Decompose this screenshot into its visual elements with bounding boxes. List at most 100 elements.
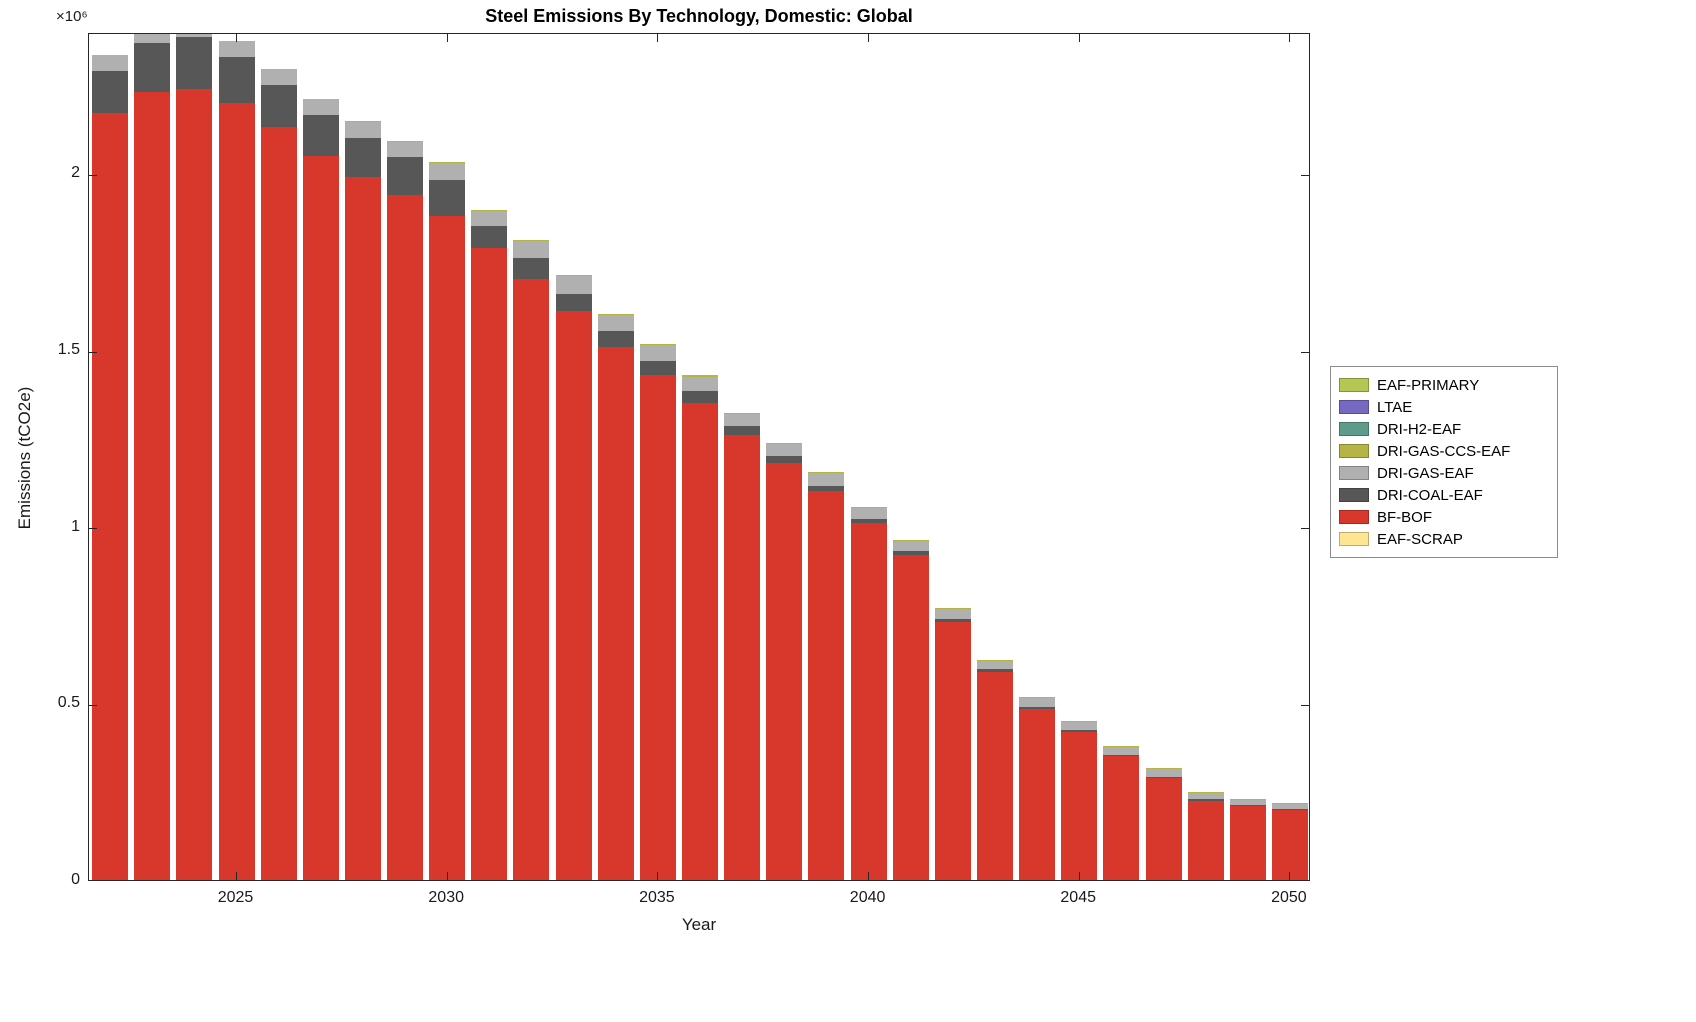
bar-segment-BF-BOF-2047	[1145, 777, 1182, 880]
bar-segment-BF-BOF-2037	[724, 434, 761, 880]
bar-segment-BF-BOF-2039	[808, 491, 845, 880]
bar-segment-DRI-COAL-EAF-2035	[639, 360, 676, 375]
bar-segment-DRI-GAS-CCS-EAF-2045	[1061, 721, 1098, 723]
bar-segment-BF-BOF-2040	[850, 523, 887, 880]
bar-segment-BF-BOF-2035	[639, 374, 676, 880]
bar-segment-BF-BOF-2030	[429, 215, 466, 880]
bar-segment-DRI-GAS-EAF-2046	[1103, 747, 1140, 755]
x-axis-label: Year	[681, 915, 717, 934]
bar-segment-BF-BOF-2046	[1103, 756, 1140, 880]
bar-segment-BF-BOF-2027	[302, 155, 339, 880]
x-tick-label-2030: 2030	[428, 889, 464, 906]
bar-segment-DRI-COAL-EAF-2028	[344, 138, 381, 177]
bar-segment-DRI-GAS-EAF-2028	[344, 122, 381, 138]
bar-segment-DRI-GAS-CCS-EAF-2028	[344, 121, 381, 123]
bar-segment-DRI-GAS-EAF-2027	[302, 99, 339, 115]
bar-segment-DRI-GAS-CCS-EAF-2039	[808, 472, 845, 474]
bar-segment-DRI-GAS-CCS-EAF-2034	[597, 313, 634, 315]
bar-segment-DRI-COAL-EAF-2034	[597, 330, 634, 347]
bar-segment-DRI-GAS-CCS-EAF-2040	[850, 507, 887, 509]
bar-segment-BF-BOF-2049	[1229, 805, 1266, 880]
y-tick-mark	[1301, 351, 1309, 353]
bar-segment-BF-BOF-2043	[977, 671, 1013, 880]
bar-segment-DRI-COAL-EAF-2050	[1271, 808, 1308, 810]
x-tick-mark	[1289, 872, 1291, 880]
chart-title: Steel Emissions By Technology, Domestic:…	[485, 6, 913, 26]
legend-swatch-DRI-H2-EAF	[1339, 422, 1369, 436]
bar-segment-DRI-GAS-EAF-2044	[1019, 698, 1056, 707]
x-tick-label-2035: 2035	[639, 889, 675, 906]
bar-segment-BF-BOF-2025	[218, 102, 255, 880]
x-tick-mark	[446, 872, 448, 880]
legend-label-BF-BOF: BF-BOF	[1377, 508, 1432, 526]
bar-segment-DRI-GAS-EAF-2029	[387, 141, 423, 158]
x-tick-mark	[1289, 34, 1291, 42]
bar-segment-DRI-GAS-EAF-2032	[513, 240, 550, 259]
legend-swatch-LTAE	[1339, 400, 1369, 414]
bar-segment-DRI-GAS-CCS-EAF-2044	[1019, 696, 1056, 698]
x-tick-mark	[868, 872, 870, 880]
bar-segment-DRI-GAS-EAF-2025	[218, 40, 255, 57]
bar-segment-DRI-GAS-CCS-EAF-2038	[766, 442, 803, 444]
legend-item-DRI-COAL-EAF: DRI-COAL-EAF	[1339, 484, 1549, 506]
bar-segment-DRI-GAS-CCS-EAF-2037	[724, 412, 761, 414]
bar-segment-DRI-GAS-CCS-EAF-2043	[977, 659, 1013, 661]
legend-swatch-DRI-COAL-EAF	[1339, 488, 1369, 502]
bar-segment-DRI-GAS-EAF-2038	[766, 443, 803, 456]
bar-segment-DRI-GAS-CCS-EAF-2041	[892, 539, 929, 541]
bar-segment-DRI-GAS-EAF-2026	[260, 69, 297, 85]
bar-segment-DRI-COAL-EAF-2042	[934, 619, 971, 623]
y-tick-mark	[1301, 704, 1309, 706]
bar-segment-DRI-GAS-CCS-EAF-2035	[639, 343, 676, 345]
x-tick-mark	[1078, 34, 1080, 42]
bar-segment-DRI-COAL-EAF-2040	[850, 518, 887, 524]
y-tick-mark	[89, 704, 97, 706]
bar-segment-BF-BOF-2026	[260, 127, 297, 880]
bar-segment-DRI-COAL-EAF-2037	[724, 426, 761, 435]
legend-item-EAF-SCRAP: EAF-SCRAP	[1339, 528, 1549, 550]
bar-segment-DRI-COAL-EAF-2047	[1145, 776, 1182, 778]
legend-swatch-DRI-GAS-CCS-EAF	[1339, 444, 1369, 458]
legend-label-DRI-GAS-EAF: DRI-GAS-EAF	[1377, 464, 1474, 482]
plot-area	[88, 33, 1310, 881]
legend-item-DRI-H2-EAF: DRI-H2-EAF	[1339, 418, 1549, 440]
bar-segment-DRI-GAS-CCS-EAF-2048	[1187, 792, 1224, 794]
legend-item-LTAE: LTAE	[1339, 396, 1549, 418]
x-tick-label-2050: 2050	[1271, 889, 1307, 906]
bar-segment-DRI-GAS-CCS-EAF-2029	[387, 140, 423, 142]
bar-segment-DRI-GAS-EAF-2039	[808, 473, 845, 486]
bar-segment-DRI-COAL-EAF-2036	[682, 390, 718, 403]
bar-segment-BF-BOF-2029	[387, 194, 423, 880]
bar-segment-BF-BOF-2044	[1019, 708, 1056, 880]
bar-segment-BF-BOF-2034	[597, 346, 634, 880]
bar-segment-BF-BOF-2033	[555, 311, 592, 880]
bar-segment-DRI-GAS-EAF-2042	[934, 609, 971, 620]
bar-segment-DRI-GAS-CCS-EAF-2049	[1229, 798, 1266, 800]
y-tick-mark	[89, 174, 97, 176]
bar-segment-DRI-GAS-EAF-2024	[176, 34, 213, 38]
legend-label-DRI-GAS-CCS-EAF: DRI-GAS-CCS-EAF	[1377, 442, 1511, 460]
legend-swatch-DRI-GAS-EAF	[1339, 466, 1369, 480]
legend-swatch-BF-BOF	[1339, 510, 1369, 524]
legend-item-DRI-GAS-EAF: DRI-GAS-EAF	[1339, 462, 1549, 484]
legend-item-DRI-GAS-CCS-EAF: DRI-GAS-CCS-EAF	[1339, 440, 1549, 462]
bar-segment-BF-BOF-2023	[134, 92, 171, 880]
bar-segment-DRI-GAS-EAF-2035	[639, 344, 676, 361]
bar-segment-DRI-COAL-EAF-2023	[134, 42, 171, 93]
bar-segment-DRI-COAL-EAF-2024	[176, 37, 213, 89]
bar-segment-DRI-GAS-EAF-2045	[1061, 722, 1098, 731]
bar-segment-DRI-GAS-EAF-2037	[724, 413, 761, 426]
x-tick-mark	[236, 872, 237, 880]
bar-segment-BF-BOF-2022	[92, 113, 129, 880]
y-tick-label-2: 2	[71, 164, 80, 182]
x-tick-mark	[446, 34, 448, 42]
bar-segment-DRI-GAS-EAF-2036	[682, 376, 718, 391]
bar-segment-DRI-GAS-CCS-EAF-2030	[429, 162, 466, 163]
bar-segment-DRI-COAL-EAF-2044	[1019, 706, 1056, 709]
bar-segment-DRI-COAL-EAF-2025	[218, 56, 255, 103]
bar-segment-DRI-COAL-EAF-2045	[1061, 730, 1098, 732]
bar-segment-DRI-COAL-EAF-2039	[808, 485, 845, 492]
bar-segment-BF-BOF-2036	[682, 403, 718, 880]
bar-segment-BF-BOF-2050	[1271, 809, 1308, 880]
